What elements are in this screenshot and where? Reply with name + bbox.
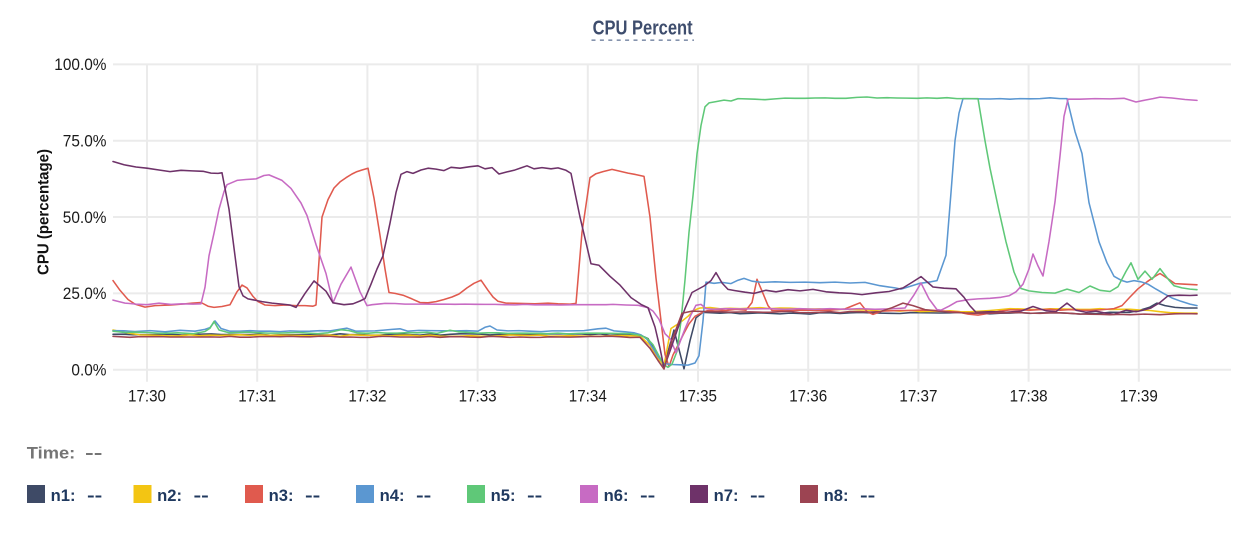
svg-text:0.0%: 0.0% bbox=[71, 362, 106, 380]
svg-text:75.0%: 75.0% bbox=[63, 133, 107, 151]
svg-text:17:30: 17:30 bbox=[128, 388, 166, 406]
svg-text:17:34: 17:34 bbox=[569, 388, 607, 406]
svg-text:Time:: Time: bbox=[27, 444, 76, 463]
svg-text:17:33: 17:33 bbox=[459, 388, 497, 406]
svg-text:n5:: n5: bbox=[491, 486, 516, 505]
svg-text:--: -- bbox=[527, 486, 542, 505]
svg-text:n2:: n2: bbox=[157, 486, 182, 505]
svg-text:n1:: n1: bbox=[51, 486, 76, 505]
svg-text:--: -- bbox=[87, 486, 102, 505]
svg-text:--: -- bbox=[750, 486, 765, 505]
svg-text:n3:: n3: bbox=[269, 486, 294, 505]
svg-text:17:38: 17:38 bbox=[1010, 388, 1048, 406]
svg-text:--: -- bbox=[85, 444, 102, 463]
svg-text:n7:: n7: bbox=[714, 486, 739, 505]
svg-text:25.0%: 25.0% bbox=[63, 285, 107, 303]
svg-text:17:39: 17:39 bbox=[1120, 388, 1158, 406]
svg-text:17:31: 17:31 bbox=[238, 388, 276, 406]
svg-text:50.0%: 50.0% bbox=[63, 209, 107, 227]
svg-text:CPU Percent: CPU Percent bbox=[593, 18, 693, 40]
svg-text:17:37: 17:37 bbox=[899, 388, 937, 406]
svg-text:CPU (percentage): CPU (percentage) bbox=[36, 149, 53, 275]
svg-text:n4:: n4: bbox=[380, 486, 405, 505]
svg-text:n8:: n8: bbox=[824, 486, 849, 505]
svg-text:--: -- bbox=[194, 486, 209, 505]
svg-text:--: -- bbox=[860, 486, 875, 505]
svg-text:17:36: 17:36 bbox=[789, 388, 827, 406]
svg-text:100.0%: 100.0% bbox=[54, 56, 106, 74]
svg-text:--: -- bbox=[416, 486, 431, 505]
svg-text:17:35: 17:35 bbox=[679, 388, 717, 406]
svg-text:--: -- bbox=[305, 486, 320, 505]
svg-text:--: -- bbox=[640, 486, 655, 505]
svg-text:n6:: n6: bbox=[604, 486, 629, 505]
svg-text:17:32: 17:32 bbox=[348, 388, 386, 406]
